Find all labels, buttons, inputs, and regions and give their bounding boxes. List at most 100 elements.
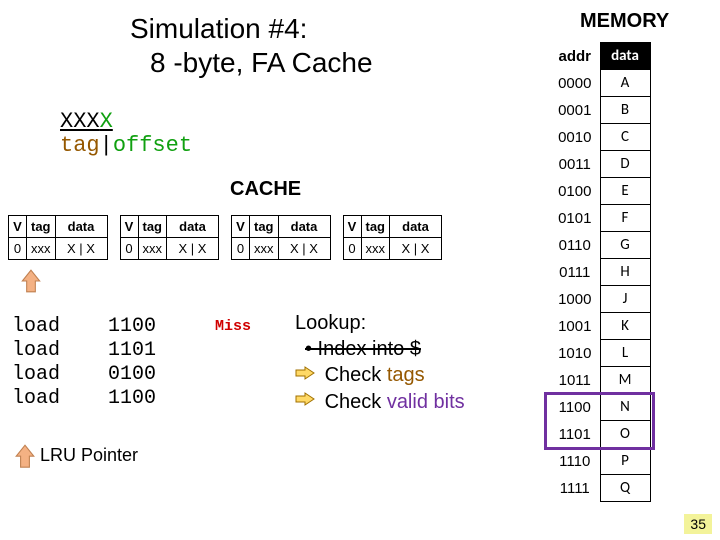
lookup-check-valid: Check valid bits xyxy=(295,389,465,416)
lookup-check-tags: Check tags xyxy=(295,362,465,389)
mem-row: 1010L xyxy=(550,340,650,367)
memory-title: MEMORY xyxy=(580,10,669,33)
cache-tag: xxx xyxy=(361,238,390,260)
cache-col-tag: tag xyxy=(27,216,56,238)
lru-pointer-label: LRU Pointer xyxy=(40,445,138,466)
cache-block: Vtagdata 0xxxX | X xyxy=(231,215,331,260)
mem-data: F xyxy=(600,205,650,232)
mem-addr: 0010 xyxy=(550,124,600,151)
mem-row: 1111Q xyxy=(550,475,650,502)
cache-col-v: V xyxy=(9,216,27,238)
mem-data: G xyxy=(600,232,650,259)
mem-row: 1000J xyxy=(550,286,650,313)
cache-data: X | X xyxy=(390,238,442,260)
tag-label: tag xyxy=(60,133,100,158)
mem-data: N xyxy=(600,394,650,421)
mem-row: 0111H xyxy=(550,259,650,286)
mem-row: 1100N xyxy=(550,394,650,421)
cache-title: CACHE xyxy=(230,178,301,201)
arrow-bullet-icon xyxy=(295,361,315,387)
mem-addr: 0110 xyxy=(550,232,600,259)
mem-data: M xyxy=(600,367,650,394)
load-row: load 0100 xyxy=(12,363,156,387)
miss-label: Miss xyxy=(215,318,251,335)
mem-addr: 1010 xyxy=(550,340,600,367)
mem-data-head: data xyxy=(600,43,650,70)
cache-v: 0 xyxy=(232,238,250,260)
cache-col-data: data xyxy=(278,216,330,238)
mem-addr: 0111 xyxy=(550,259,600,286)
lru-arrow-icon xyxy=(20,268,42,294)
offset-label: offset xyxy=(113,133,192,158)
cache-col-v: V xyxy=(120,216,138,238)
lookup-title: Lookup: xyxy=(295,310,465,336)
mem-addr: 0000 xyxy=(550,70,600,97)
cache-col-data: data xyxy=(55,216,107,238)
addr-labels: tag|offset xyxy=(60,134,192,158)
cache-data: X | X xyxy=(278,238,330,260)
lru-pointer-arrow-icon xyxy=(14,443,36,469)
mem-data: L xyxy=(600,340,650,367)
mem-addr: 1111 xyxy=(550,475,600,502)
mem-data: E xyxy=(600,178,650,205)
mem-addr: 0001 xyxy=(550,97,600,124)
mem-addr: 1001 xyxy=(550,313,600,340)
cache-block: Vtagdata 0xxxX | X xyxy=(120,215,220,260)
cache-block: Vtagdata0xxxX | X xyxy=(8,215,108,260)
cache-tag: xxx xyxy=(27,238,56,260)
check-label: Check xyxy=(325,391,387,413)
mem-addr: 1100 xyxy=(550,394,600,421)
cache-v: 0 xyxy=(343,238,361,260)
mem-data: B xyxy=(600,97,650,124)
address-format: XXXX tag|offset xyxy=(60,110,192,158)
mem-addr: 0101 xyxy=(550,205,600,232)
load-row: load 1101 xyxy=(12,339,156,363)
mem-addr: 1011 xyxy=(550,367,600,394)
cache-tag: xxx xyxy=(138,238,167,260)
mem-addr: 0100 xyxy=(550,178,600,205)
mem-data: C xyxy=(600,124,650,151)
addr-xxxx: XXXX xyxy=(60,110,192,134)
mem-row: 0000A xyxy=(550,70,650,97)
cache-col-v: V xyxy=(232,216,250,238)
mem-data: Q xyxy=(600,475,650,502)
mem-row: 1101O xyxy=(550,421,650,448)
memory-table: addrdata0000A0001B0010C0011D0100E0101F01… xyxy=(550,42,651,502)
mem-addr: 1110 xyxy=(550,448,600,475)
cache-data: X | X xyxy=(55,238,107,260)
mem-row: 0010C xyxy=(550,124,650,151)
cache-v: 0 xyxy=(120,238,138,260)
title-line1: Simulation #4: xyxy=(130,12,373,46)
mem-data: P xyxy=(600,448,650,475)
cache-col-v: V xyxy=(343,216,361,238)
cache-col-data: data xyxy=(167,216,219,238)
mem-row: 0110G xyxy=(550,232,650,259)
load-list: load 1100load 1101load 0100load 1100 xyxy=(12,315,156,411)
load-row: load 1100 xyxy=(12,387,156,411)
cache-data: X | X xyxy=(167,238,219,260)
mem-data: D xyxy=(600,151,650,178)
cache-col-tag: tag xyxy=(250,216,279,238)
mem-data: K xyxy=(600,313,650,340)
cache-block: Vtagdata 0xxxX | X xyxy=(343,215,443,260)
mem-row: 0100E xyxy=(550,178,650,205)
valid-word: valid bits xyxy=(387,391,465,413)
load-row: load 1100 xyxy=(12,315,156,339)
mem-row: 0011D xyxy=(550,151,650,178)
cache-col-tag: tag xyxy=(361,216,390,238)
cache-tag: xxx xyxy=(250,238,279,260)
mem-row: 1011M xyxy=(550,367,650,394)
mem-data: A xyxy=(600,70,650,97)
title-line2: 8 -byte, FA Cache xyxy=(130,46,373,80)
cache-col-tag: tag xyxy=(138,216,167,238)
tags-word: tags xyxy=(387,364,425,386)
cache-col-data: data xyxy=(390,216,442,238)
mem-data: J xyxy=(600,286,650,313)
slide-title: Simulation #4: 8 -byte, FA Cache xyxy=(130,12,373,79)
mem-addr: 1101 xyxy=(550,421,600,448)
mem-addr: 1000 xyxy=(550,286,600,313)
arrow-bullet-icon xyxy=(295,387,315,413)
mem-row: 1001K xyxy=(550,313,650,340)
mem-row: 0001B xyxy=(550,97,650,124)
lookup-block: Lookup: • Index into $ Check tags Check … xyxy=(295,310,465,415)
